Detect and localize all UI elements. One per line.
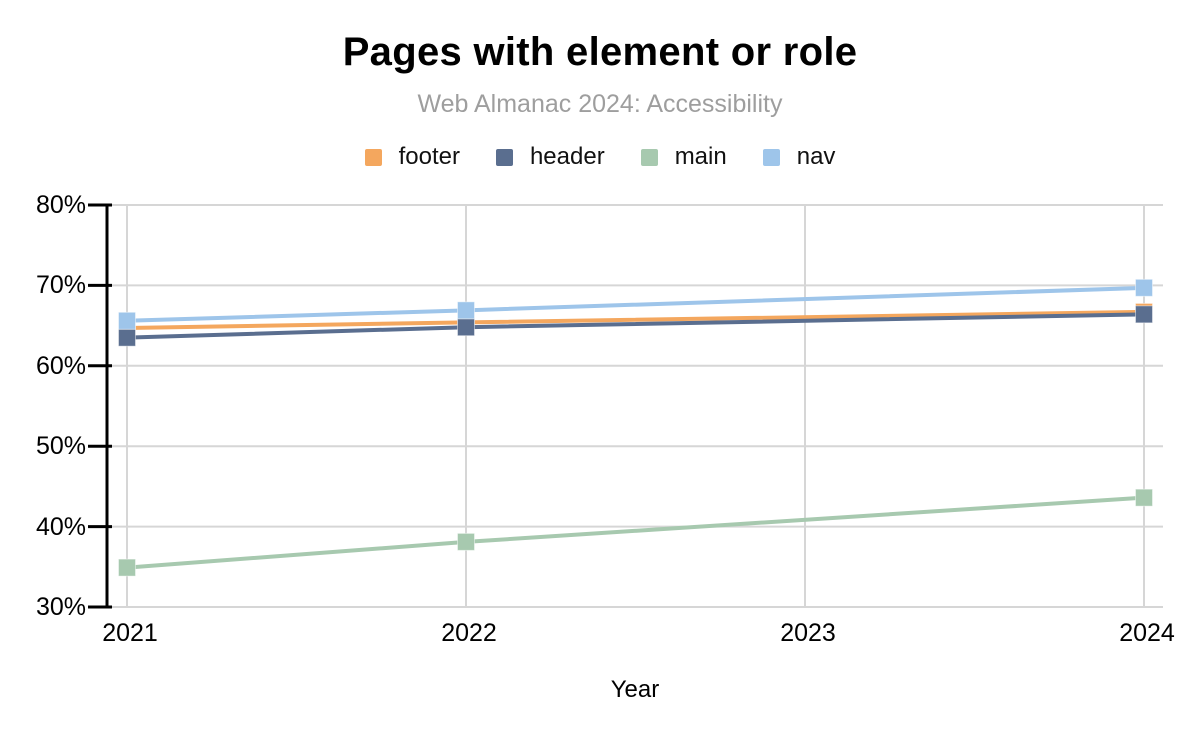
legend: footer header main nav <box>0 143 1200 171</box>
legend-label: nav <box>796 143 836 170</box>
y-tick-label: 50% <box>35 432 86 461</box>
x-tick-label: 2021 <box>102 619 158 647</box>
x-tick-label: 2023 <box>780 619 836 647</box>
y-tick-label: 80% <box>35 191 86 219</box>
legend-swatch-nav <box>762 148 780 166</box>
legend-swatch-header <box>495 148 513 166</box>
legend-item-header: header <box>495 143 605 171</box>
y-tick-label: 30% <box>35 593 86 621</box>
marker-main <box>457 532 475 551</box>
marker-nav <box>457 301 475 320</box>
legend-item-footer: footer <box>364 143 460 171</box>
chart-title: Pages with element or role <box>342 30 858 74</box>
marker-nav <box>1135 278 1153 297</box>
marker-main <box>118 558 136 577</box>
x-axis-title: Year <box>610 676 660 703</box>
chart-subtitle: Web Almanac 2024: Accessibility <box>417 90 783 118</box>
x-tick-label: 2022 <box>441 619 497 647</box>
legend-item-main: main <box>640 143 727 171</box>
marker-nav <box>118 311 136 330</box>
x-tick-label: 2024 <box>1119 619 1175 647</box>
series-line-main <box>125 495 1146 570</box>
legend-label: header <box>529 143 605 170</box>
marker-main <box>1135 488 1153 507</box>
legend-label: main <box>674 143 727 170</box>
y-tick-label: 60% <box>35 351 86 380</box>
marker-header <box>118 328 136 347</box>
marker-header <box>457 318 475 337</box>
y-tick-label: 70% <box>35 271 86 300</box>
legend-item-nav: nav <box>762 143 836 171</box>
legend-swatch-main <box>640 148 658 166</box>
legend-label: footer <box>398 143 460 170</box>
y-tick-label: 40% <box>35 512 86 541</box>
legend-swatch-footer <box>364 148 382 166</box>
marker-header <box>1135 305 1153 324</box>
